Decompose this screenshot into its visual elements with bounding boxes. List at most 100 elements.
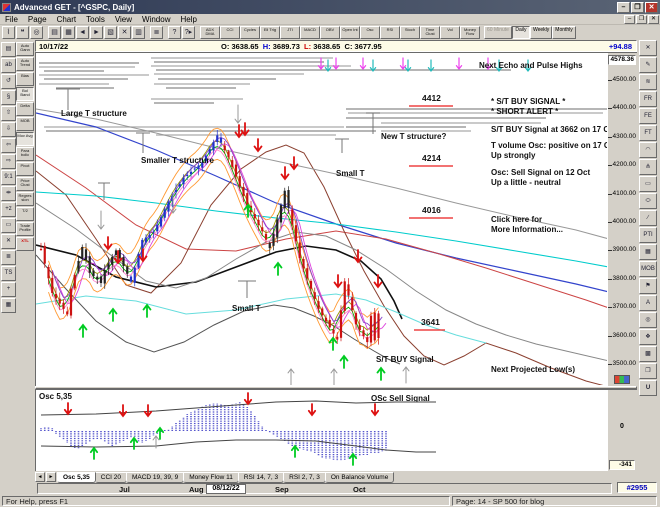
- gann-icon[interactable]: ◠: [639, 142, 657, 158]
- study-button-money-flow[interactable]: Money Flow: [460, 26, 480, 39]
- tab-scroll-right[interactable]: ►: [46, 472, 56, 482]
- compress-icon[interactable]: ⇹: [1, 186, 16, 201]
- scroll-left-icon[interactable]: ⇦: [1, 138, 16, 153]
- menu-view[interactable]: View: [114, 14, 133, 24]
- period-button-monthly[interactable]: Monthly: [552, 26, 576, 39]
- copy-icon[interactable]: ❐: [639, 363, 657, 379]
- text-icon[interactable]: A: [639, 295, 657, 311]
- open-layout-icon[interactable]: ▦: [62, 26, 75, 39]
- oscillator-panel[interactable]: Osc 5,35 OSc Sell Signal: [35, 389, 608, 471]
- scroll-down-icon[interactable]: ⇩: [1, 122, 16, 137]
- study-button-open-int[interactable]: Open Int: [340, 26, 360, 39]
- panel-splitter[interactable]: [35, 386, 637, 389]
- print-icon[interactable]: ≣: [150, 26, 163, 39]
- time-scale-icon[interactable]: TS: [1, 266, 16, 281]
- pti-icon[interactable]: PTI: [639, 227, 657, 243]
- tool-button-para-bolic[interactable]: Para bolic: [16, 147, 34, 161]
- andrews-pitchfork-icon[interactable]: ⋔: [639, 159, 657, 175]
- mini-calendar-icon[interactable]: [614, 375, 630, 384]
- delete-study-icon[interactable]: ab: [1, 58, 16, 73]
- mob-icon[interactable]: MOB: [639, 261, 657, 277]
- study-button-cci[interactable]: CCI: [220, 26, 240, 39]
- menu-page[interactable]: Page: [27, 14, 47, 24]
- back-icon[interactable]: ◄: [76, 26, 89, 39]
- tool-button-bias[interactable]: Bias: [16, 72, 34, 86]
- tool-button-pivot[interactable]: Pivot: [16, 162, 34, 176]
- tool-button-delta[interactable]: Delta: [16, 102, 34, 116]
- tab-scroll-left[interactable]: ◄: [35, 472, 45, 482]
- flag-icon[interactable]: ⚑: [639, 278, 657, 294]
- fib-extension-icon[interactable]: FE: [639, 108, 657, 124]
- tab-cci-20[interactable]: CCI 20: [94, 472, 127, 483]
- price-chart-panel[interactable]: 4412 4214 4016 3641 Next Echo and Pulse High…: [35, 52, 618, 388]
- study-button-obv[interactable]: OBV: [320, 26, 340, 39]
- expand-icon[interactable]: ✕: [639, 40, 657, 56]
- tool-button-regres-sion[interactable]: Regres sion: [16, 192, 34, 206]
- rectangle-icon[interactable]: ▭: [639, 176, 657, 192]
- study-button-vol[interactable]: Vol: [440, 26, 460, 39]
- pencil-icon[interactable]: ✎: [639, 57, 657, 73]
- undo-icon[interactable]: U: [639, 380, 657, 396]
- tool-button-trade-profile[interactable]: Trade Profile: [16, 222, 34, 236]
- reset-icon[interactable]: ↺: [1, 74, 16, 89]
- study-button-time-clust[interactable]: Time Clust: [420, 26, 440, 39]
- study-button-stoch[interactable]: Stoch: [400, 26, 420, 39]
- new-chart-icon[interactable]: ▤: [48, 26, 61, 39]
- study-icon[interactable]: §: [1, 90, 16, 105]
- ellipse-icon[interactable]: ⬭: [639, 193, 657, 209]
- paste-icon[interactable]: ▧: [104, 26, 117, 39]
- menu-tools[interactable]: Tools: [86, 14, 105, 24]
- tab-on-balance-volume[interactable]: On Balance Volume: [324, 472, 395, 483]
- study-button-ell-trig[interactable]: Ell Trig: [260, 26, 280, 39]
- price-axis[interactable]: 4578.36 4500.00 4400.00 4300.00 4200.00 4100…: [608, 52, 637, 386]
- menu-file[interactable]: File: [5, 14, 18, 24]
- box-select-icon[interactable]: ▭: [1, 218, 16, 233]
- scroll-up-icon[interactable]: ⇧: [1, 106, 16, 121]
- fib-time-icon[interactable]: FT: [639, 125, 657, 141]
- regression-icon[interactable]: ∕: [639, 210, 657, 226]
- context-help-icon[interactable]: ?▸: [182, 26, 195, 39]
- delete-icon[interactable]: ✕: [118, 26, 131, 39]
- time-clusters-icon[interactable]: ▦: [639, 244, 657, 260]
- study-button-macd[interactable]: MACD: [300, 26, 320, 39]
- help-icon[interactable]: ?: [168, 26, 181, 39]
- add-icon[interactable]: +: [1, 282, 16, 297]
- tab-rsi-14-7-3[interactable]: RSI 14, 7, 3: [237, 472, 285, 483]
- study-button-adx-dma[interactable]: ADX DMA: [200, 26, 220, 39]
- close-button[interactable]: ✕: [645, 1, 658, 13]
- tab-money-flow-11[interactable]: Money Flow 11: [183, 472, 239, 483]
- minimize-button[interactable]: –: [617, 1, 630, 13]
- mdi-close-button[interactable]: ✕: [648, 14, 659, 24]
- tool-button-t-2[interactable]: T/2: [16, 207, 34, 221]
- trendlines-icon[interactable]: ≋: [639, 74, 657, 90]
- tab-macd-19-39-9[interactable]: MACD 19, 39, 9: [125, 472, 185, 483]
- study-button-osc[interactable]: Osc: [360, 26, 380, 39]
- open-chart-icon[interactable]: ▤: [1, 42, 16, 57]
- paint-icon[interactable]: ❖: [639, 329, 657, 345]
- maximize-button[interactable]: ❐: [631, 1, 644, 13]
- tool-button-auto-trend[interactable]: Auto Trend: [16, 57, 34, 71]
- period-button-weekly[interactable]: Weekly: [529, 26, 553, 39]
- forward-icon[interactable]: ►: [90, 26, 103, 39]
- menu-help[interactable]: Help: [180, 14, 197, 24]
- tool-button-auto-gann[interactable]: Auto Gann: [16, 42, 34, 56]
- study-button-rsi[interactable]: RSI: [380, 26, 400, 39]
- fib-retracement-icon[interactable]: FR: [639, 91, 657, 107]
- magnify-icon[interactable]: ◎: [639, 312, 657, 328]
- page-chart-icon[interactable]: ▦: [1, 298, 16, 313]
- tab-osc-5-35[interactable]: Osc 5,35: [57, 472, 96, 483]
- mdi-restore-button[interactable]: ❐: [636, 14, 647, 24]
- zoom-z-icon[interactable]: +z: [1, 202, 16, 217]
- tool-button-bol-band[interactable]: Bol Band: [16, 87, 34, 101]
- date-marker-box[interactable]: 08/12/22: [206, 484, 246, 494]
- mdi-minimize-button[interactable]: –: [624, 14, 635, 24]
- link-icon[interactable]: ⌇: [2, 26, 15, 39]
- scroll-right-icon[interactable]: ⇨: [1, 154, 16, 169]
- tool-button-price-clust[interactable]: Price Clust: [16, 177, 34, 191]
- chart-page-icon[interactable]: ▥: [132, 26, 145, 39]
- ratio-icon[interactable]: 9:1: [1, 170, 16, 185]
- lines-icon[interactable]: ≣: [1, 250, 16, 265]
- quote-icon[interactable]: ❝: [16, 26, 29, 39]
- study-button-jti[interactable]: JTI: [280, 26, 300, 39]
- tool-button-mob[interactable]: MOB: [16, 117, 34, 131]
